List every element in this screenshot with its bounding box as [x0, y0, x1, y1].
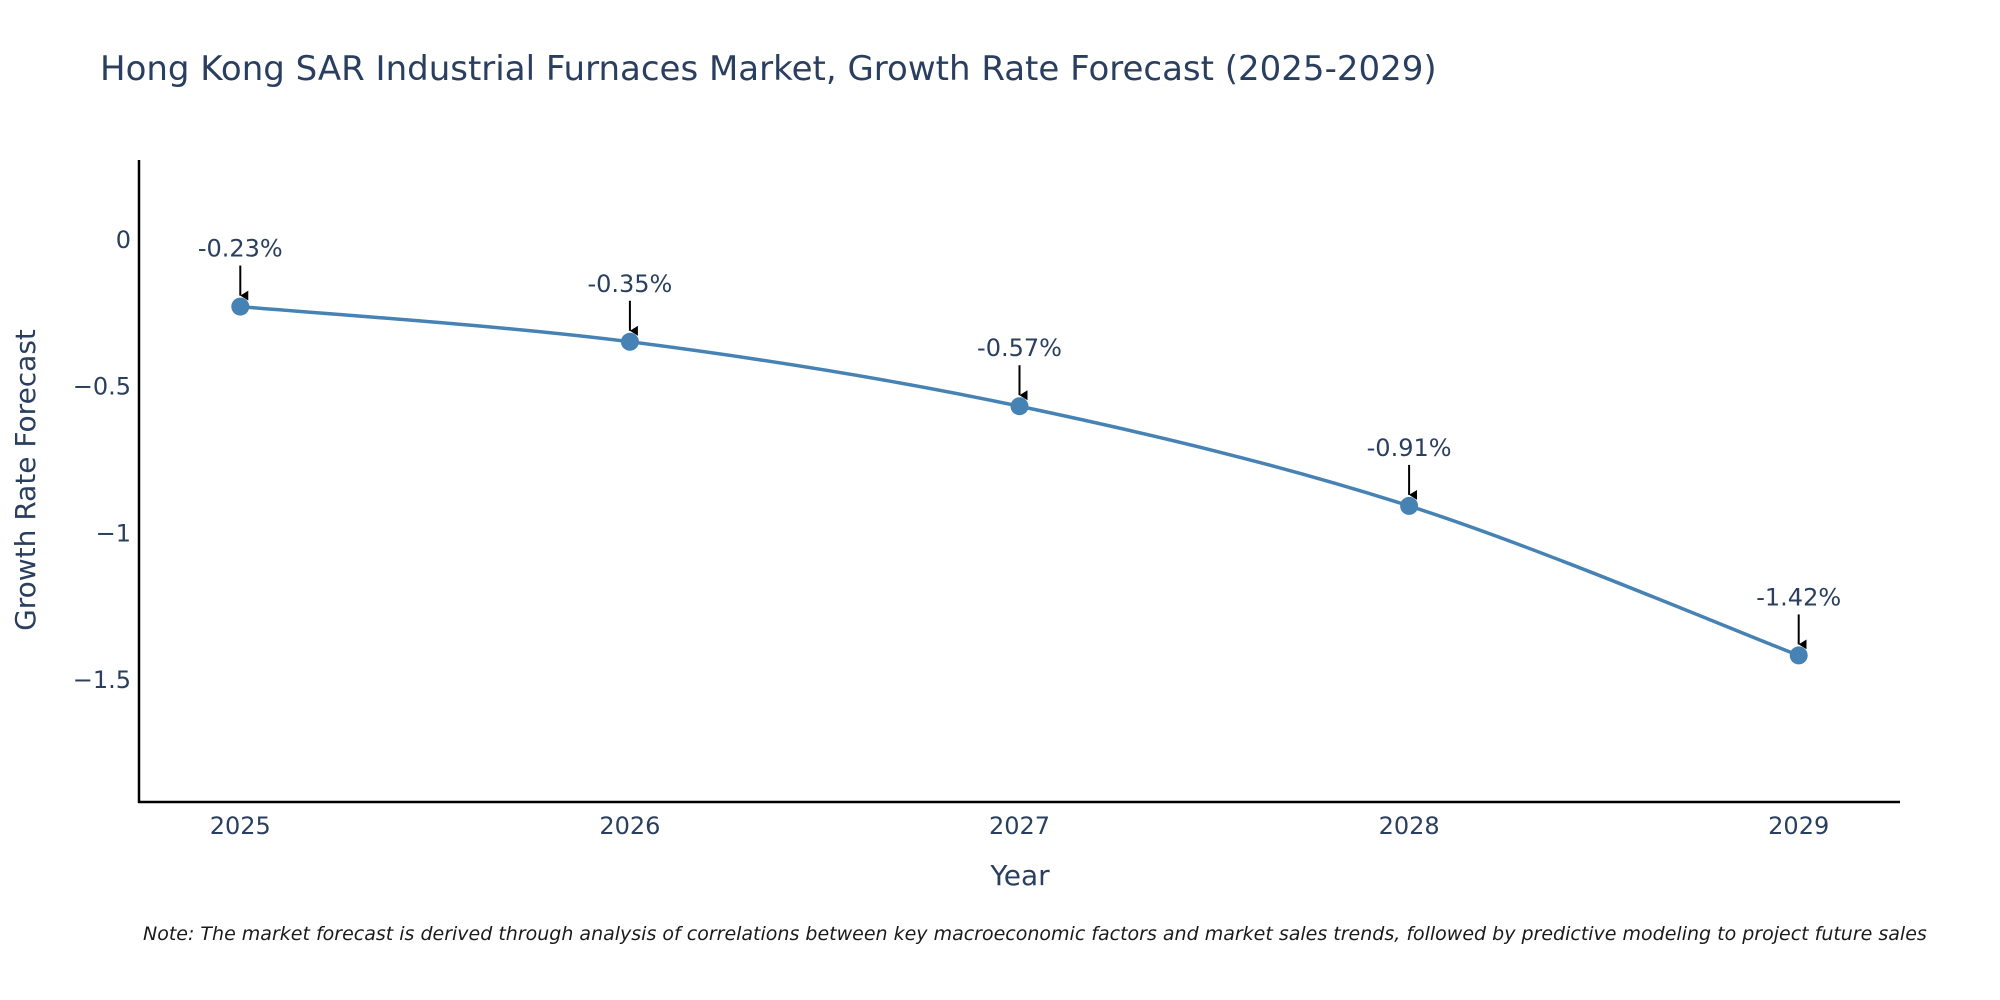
x-axis-title: Year — [989, 859, 1050, 892]
x-tick-label: 2026 — [599, 812, 660, 840]
x-tick-label: 2028 — [1379, 812, 1440, 840]
footnote: Note: The market forecast is derived thr… — [143, 923, 1927, 945]
data-point-marker — [1010, 397, 1029, 416]
x-tick-label: 2025 — [210, 812, 271, 840]
y-tick-label: −1 — [96, 519, 131, 547]
data-label: -0.57% — [977, 334, 1062, 362]
x-tick-label: 2029 — [1768, 812, 1829, 840]
y-axis-title: Growth Rate Forecast — [9, 329, 42, 631]
y-axis-ticks: 0 −0.5 −1 −1.5 — [73, 226, 131, 694]
data-label: -0.35% — [587, 270, 672, 298]
y-tick-label: −1.5 — [73, 666, 131, 694]
chart-title: Hong Kong SAR Industrial Furnaces Market… — [100, 49, 1437, 89]
y-tick-label: −0.5 — [73, 373, 131, 401]
data-point-marker — [1789, 646, 1808, 665]
data-point-marker — [231, 297, 250, 316]
data-label: -0.23% — [198, 235, 283, 263]
data-markers — [231, 297, 1808, 665]
data-label: -0.91% — [1367, 434, 1452, 462]
x-axis-ticks: 2025 2026 2027 2028 2029 — [210, 812, 1829, 840]
x-tick-label: 2027 — [989, 812, 1050, 840]
data-label: -1.42% — [1756, 583, 1841, 611]
data-point-marker — [1400, 496, 1419, 515]
data-label-annotations: -0.23% -0.35% -0.57% -0.91% -1.42% — [198, 235, 1841, 650]
data-point-marker — [620, 332, 639, 351]
y-tick-label: 0 — [116, 226, 131, 254]
